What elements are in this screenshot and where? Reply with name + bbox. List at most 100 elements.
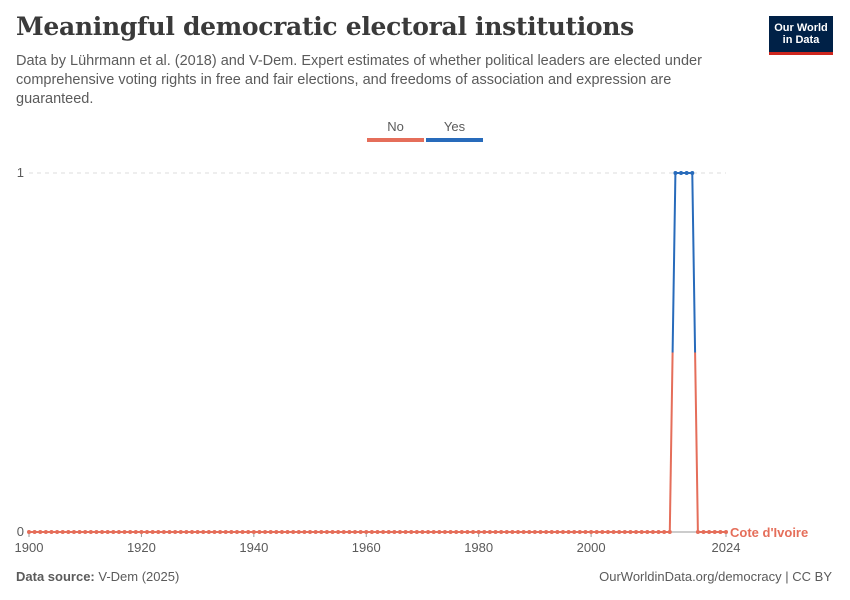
data-point-1968 — [409, 530, 414, 534]
data-point-1956 — [341, 530, 346, 534]
data-point-1919 — [133, 530, 138, 534]
data-point-1933 — [212, 530, 217, 534]
data-point-1942 — [263, 530, 268, 534]
data-point-2018 — [690, 171, 695, 175]
data-point-1904 — [49, 530, 54, 534]
x-tick-label-1900: 1900 — [15, 540, 44, 555]
data-point-1926 — [173, 530, 178, 534]
data-point-1924 — [161, 530, 166, 534]
legend-item-yes[interactable]: Yes — [426, 119, 483, 142]
data-point-1906 — [60, 530, 65, 534]
data-point-1949 — [302, 530, 307, 534]
data-point-2022 — [712, 530, 717, 534]
data-point-1984 — [499, 530, 504, 534]
data-point-1951 — [313, 530, 318, 534]
data-point-1941 — [257, 530, 262, 534]
data-point-1955 — [336, 530, 341, 534]
data-point-2017 — [684, 171, 689, 175]
data-point-1908 — [71, 530, 76, 534]
data-point-1987 — [516, 530, 521, 534]
data-point-2004 — [611, 530, 616, 534]
data-point-2003 — [605, 530, 610, 534]
data-point-2000 — [589, 530, 594, 534]
y-tick-label-0: 0 — [17, 524, 24, 539]
y-tick-label-1: 1 — [17, 165, 24, 180]
data-point-1975 — [448, 530, 453, 534]
data-point-1921 — [145, 530, 150, 534]
data-point-1992 — [544, 530, 549, 534]
data-point-1917 — [122, 530, 127, 534]
data-point-1996 — [566, 530, 571, 534]
data-point-1969 — [414, 530, 419, 534]
data-point-1928 — [184, 530, 189, 534]
data-point-1916 — [116, 530, 121, 534]
data-point-2002 — [600, 530, 605, 534]
owid-logo[interactable]: Our World in Data — [769, 16, 833, 55]
data-point-2014 — [667, 530, 672, 534]
data-point-1972 — [431, 530, 436, 534]
legend-item-no[interactable]: No — [367, 119, 424, 142]
chart-title: Meaningful democratic electoral institut… — [16, 12, 634, 41]
data-point-1907 — [66, 530, 71, 534]
data-point-1944 — [274, 530, 279, 534]
data-point-1954 — [330, 530, 335, 534]
data-point-1922 — [150, 530, 155, 534]
data-point-1995 — [560, 530, 565, 534]
data-point-1983 — [493, 530, 498, 534]
data-point-2010 — [645, 530, 650, 534]
data-point-2009 — [639, 530, 644, 534]
line-segment — [694, 352, 699, 533]
data-point-1938 — [240, 530, 245, 534]
data-point-1960 — [364, 530, 369, 534]
data-point-1980 — [476, 530, 481, 534]
data-point-1961 — [369, 530, 374, 534]
source-value[interactable]: V-Dem (2025) — [98, 569, 180, 584]
legend-label-no: No — [387, 119, 404, 134]
data-point-2001 — [594, 530, 599, 534]
data-point-1946 — [285, 530, 290, 534]
data-point-2005 — [617, 530, 622, 534]
line-segment — [668, 352, 674, 533]
data-point-1963 — [381, 530, 386, 534]
data-point-2012 — [656, 530, 661, 534]
data-point-1910 — [83, 530, 88, 534]
data-point-1959 — [358, 530, 363, 534]
data-point-1947 — [291, 530, 296, 534]
legend-swatch-no — [367, 138, 424, 142]
data-point-1979 — [471, 530, 476, 534]
data-point-1900 — [27, 530, 31, 534]
data-point-1962 — [375, 530, 380, 534]
data-point-2016 — [679, 171, 684, 175]
data-point-1991 — [538, 530, 543, 534]
data-point-2008 — [634, 530, 639, 534]
x-tick-label-2000: 2000 — [577, 540, 606, 555]
data-point-1970 — [420, 530, 425, 534]
data-point-2023 — [718, 530, 723, 534]
data-point-1931 — [201, 530, 206, 534]
data-point-1905 — [55, 530, 60, 534]
data-point-1901 — [32, 530, 37, 534]
data-point-1999 — [583, 530, 588, 534]
x-tick-label-1980: 1980 — [464, 540, 493, 555]
data-point-2011 — [650, 530, 655, 534]
legend-swatch-yes — [426, 138, 483, 142]
data-point-1950 — [308, 530, 313, 534]
data-point-1966 — [397, 530, 402, 534]
data-point-1902 — [38, 530, 43, 534]
data-point-1988 — [521, 530, 526, 534]
data-point-1930 — [195, 530, 200, 534]
data-point-1981 — [482, 530, 487, 534]
source-label: Data source: — [16, 569, 95, 584]
data-point-1911 — [88, 530, 93, 534]
chart-subtitle: Data by Lührmann et al. (2018) and V-Dem… — [16, 53, 702, 107]
footer-credit[interactable]: OurWorldinData.org/democracy | CC BY — [599, 569, 832, 584]
data-point-1914 — [105, 530, 110, 534]
line-segment — [691, 172, 697, 353]
data-point-1939 — [246, 530, 251, 534]
data-point-1909 — [77, 530, 82, 534]
line-segment — [671, 172, 677, 353]
data-point-2013 — [662, 530, 667, 534]
data-point-1985 — [504, 530, 509, 534]
x-tick-label-1920: 1920 — [127, 540, 156, 555]
data-point-2006 — [622, 530, 627, 534]
